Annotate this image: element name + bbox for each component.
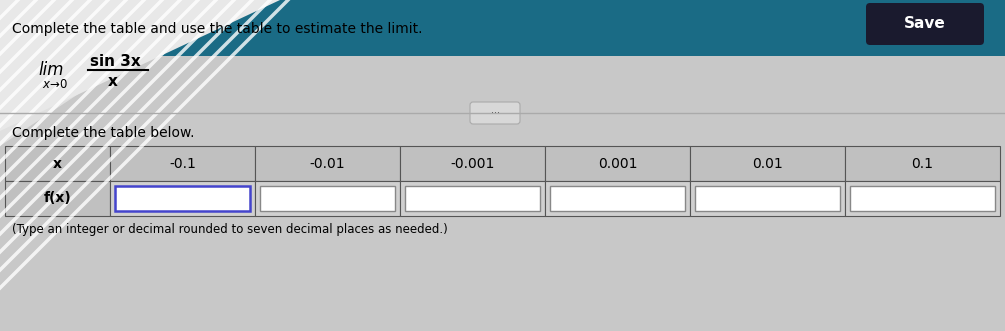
Bar — [255, 181, 400, 216]
FancyBboxPatch shape — [470, 102, 520, 124]
Bar — [690, 181, 845, 216]
Text: ···: ··· — [490, 108, 499, 118]
Bar — [5, 181, 110, 216]
Bar — [850, 186, 995, 211]
Text: -0.1: -0.1 — [169, 157, 196, 170]
Text: x: x — [108, 73, 118, 88]
Bar — [0, 0, 1005, 56]
Bar — [845, 181, 1000, 216]
Text: (Type an integer or decimal rounded to seven decimal places as needed.): (Type an integer or decimal rounded to s… — [12, 223, 448, 236]
Bar — [405, 186, 540, 211]
Text: x: x — [53, 157, 62, 170]
Bar — [115, 186, 250, 211]
Text: $x\!\rightarrow\!0$: $x\!\rightarrow\!0$ — [42, 77, 68, 90]
Bar — [545, 146, 690, 181]
Text: -0.01: -0.01 — [310, 157, 346, 170]
Bar — [5, 146, 110, 181]
Text: -0.001: -0.001 — [450, 157, 494, 170]
Text: 0.01: 0.01 — [752, 157, 783, 170]
Bar — [400, 181, 545, 216]
Bar — [695, 186, 840, 211]
Bar — [0, 56, 1005, 331]
Text: 0.001: 0.001 — [598, 157, 637, 170]
Bar — [690, 146, 845, 181]
FancyBboxPatch shape — [866, 3, 984, 45]
Bar — [845, 146, 1000, 181]
Text: Save: Save — [904, 17, 946, 31]
Polygon shape — [0, 0, 280, 131]
Polygon shape — [0, 0, 220, 146]
Bar — [400, 146, 545, 181]
Text: Complete the table and use the table to estimate the limit.: Complete the table and use the table to … — [12, 22, 422, 36]
Text: Complete the table below.: Complete the table below. — [12, 126, 195, 140]
Bar — [110, 146, 255, 181]
Bar — [545, 181, 690, 216]
Bar — [255, 146, 400, 181]
Bar — [110, 181, 255, 216]
Bar — [260, 186, 395, 211]
Bar — [550, 186, 685, 211]
Text: sin 3x: sin 3x — [90, 54, 141, 69]
Text: f(x): f(x) — [43, 192, 71, 206]
Text: lim: lim — [38, 61, 63, 79]
Text: 0.1: 0.1 — [912, 157, 934, 170]
